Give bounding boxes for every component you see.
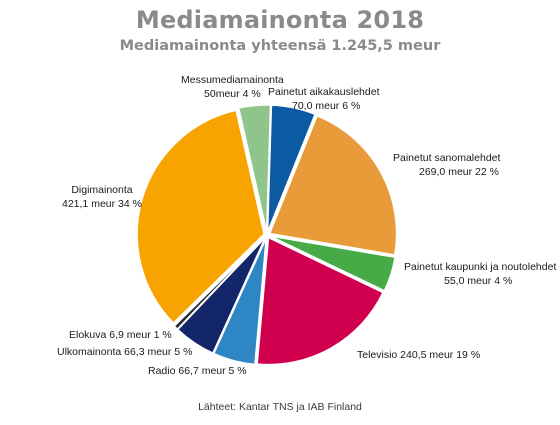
- slice-label-painetut-aikakauslehdet: Painetut aikakauslehdet 70,0 meur 6 %: [268, 86, 380, 113]
- slice-label-name: Painetut aikakauslehdet: [268, 86, 380, 98]
- slice-label-name: Painetut sanomalehdet: [393, 152, 501, 164]
- slice-label-name: Digimainonta: [71, 184, 133, 196]
- slice-label-value: 269,0 meur 22 %: [419, 165, 499, 178]
- slice-label-value: 50meur 4 %: [204, 87, 261, 100]
- slice-label-painetut-kaupunki-ja-noutolehdet: Painetut kaupunki ja noutolehdet 55,0 me…: [404, 261, 556, 288]
- slice-label-radio: Radio 66,7 meur 5 %: [148, 365, 247, 379]
- slice-label-name: Messumediamainonta: [181, 74, 284, 86]
- pie-slice-painetut-sanomalehdet: [268, 114, 398, 256]
- slice-label-text: Radio 66,7 meur 5 %: [148, 365, 247, 377]
- slice-label-text: Televisio 240,5 meur 19 %: [357, 349, 481, 361]
- chart-subtitle: Mediamainonta yhteensä 1.245,5 meur: [119, 38, 441, 54]
- slice-label-elokuva: Elokuva 6,9 meur 1 %: [69, 329, 172, 343]
- pie-slice-painetut-aikakauslehdet: [266, 104, 317, 233]
- slice-label-messumediamainonta: Messumediamainonta 50meur 4 %: [181, 74, 284, 101]
- slice-label-painetut-sanomalehdet: Painetut sanomalehdet 269,0 meur 22 %: [393, 152, 500, 179]
- pie-slice-painetut-kaupunki-ja-noutolehdet: [269, 235, 396, 292]
- source-note: Lähteet: Kantar TNS ja IAB Finland: [198, 401, 362, 413]
- slice-label-ulkomainonta: Ulkomainonta 66,3 meur 5 %: [57, 346, 192, 360]
- slice-label-text: Ulkomainonta 66,3 meur 5 %: [57, 346, 193, 358]
- slice-label-digimainonta: Digimainonta 421,1 meur 34 %: [62, 184, 142, 211]
- slice-label-name: Painetut kaupunki ja noutolehdet: [404, 261, 557, 273]
- pie-slice-digimainonta: [136, 109, 265, 325]
- slice-label-value: 55,0 meur 4 %: [444, 274, 513, 287]
- slice-label-value: 70,0 meur 6 %: [292, 99, 361, 112]
- pie-slice-elokuva: [173, 236, 266, 331]
- pie-slice-messumediamainonta: [237, 104, 272, 233]
- pie-slice-radio: [212, 237, 267, 366]
- slice-label-value: 421,1 meur 34 %: [62, 197, 142, 210]
- slice-label-televisio: Televisio 240,5 meur 19 %: [357, 349, 480, 363]
- pie-slice-televisio: [256, 236, 385, 366]
- slice-label-text: Elokuva 6,9 meur 1 %: [69, 329, 172, 341]
- chart-title: Mediamainonta 2018: [135, 6, 425, 34]
